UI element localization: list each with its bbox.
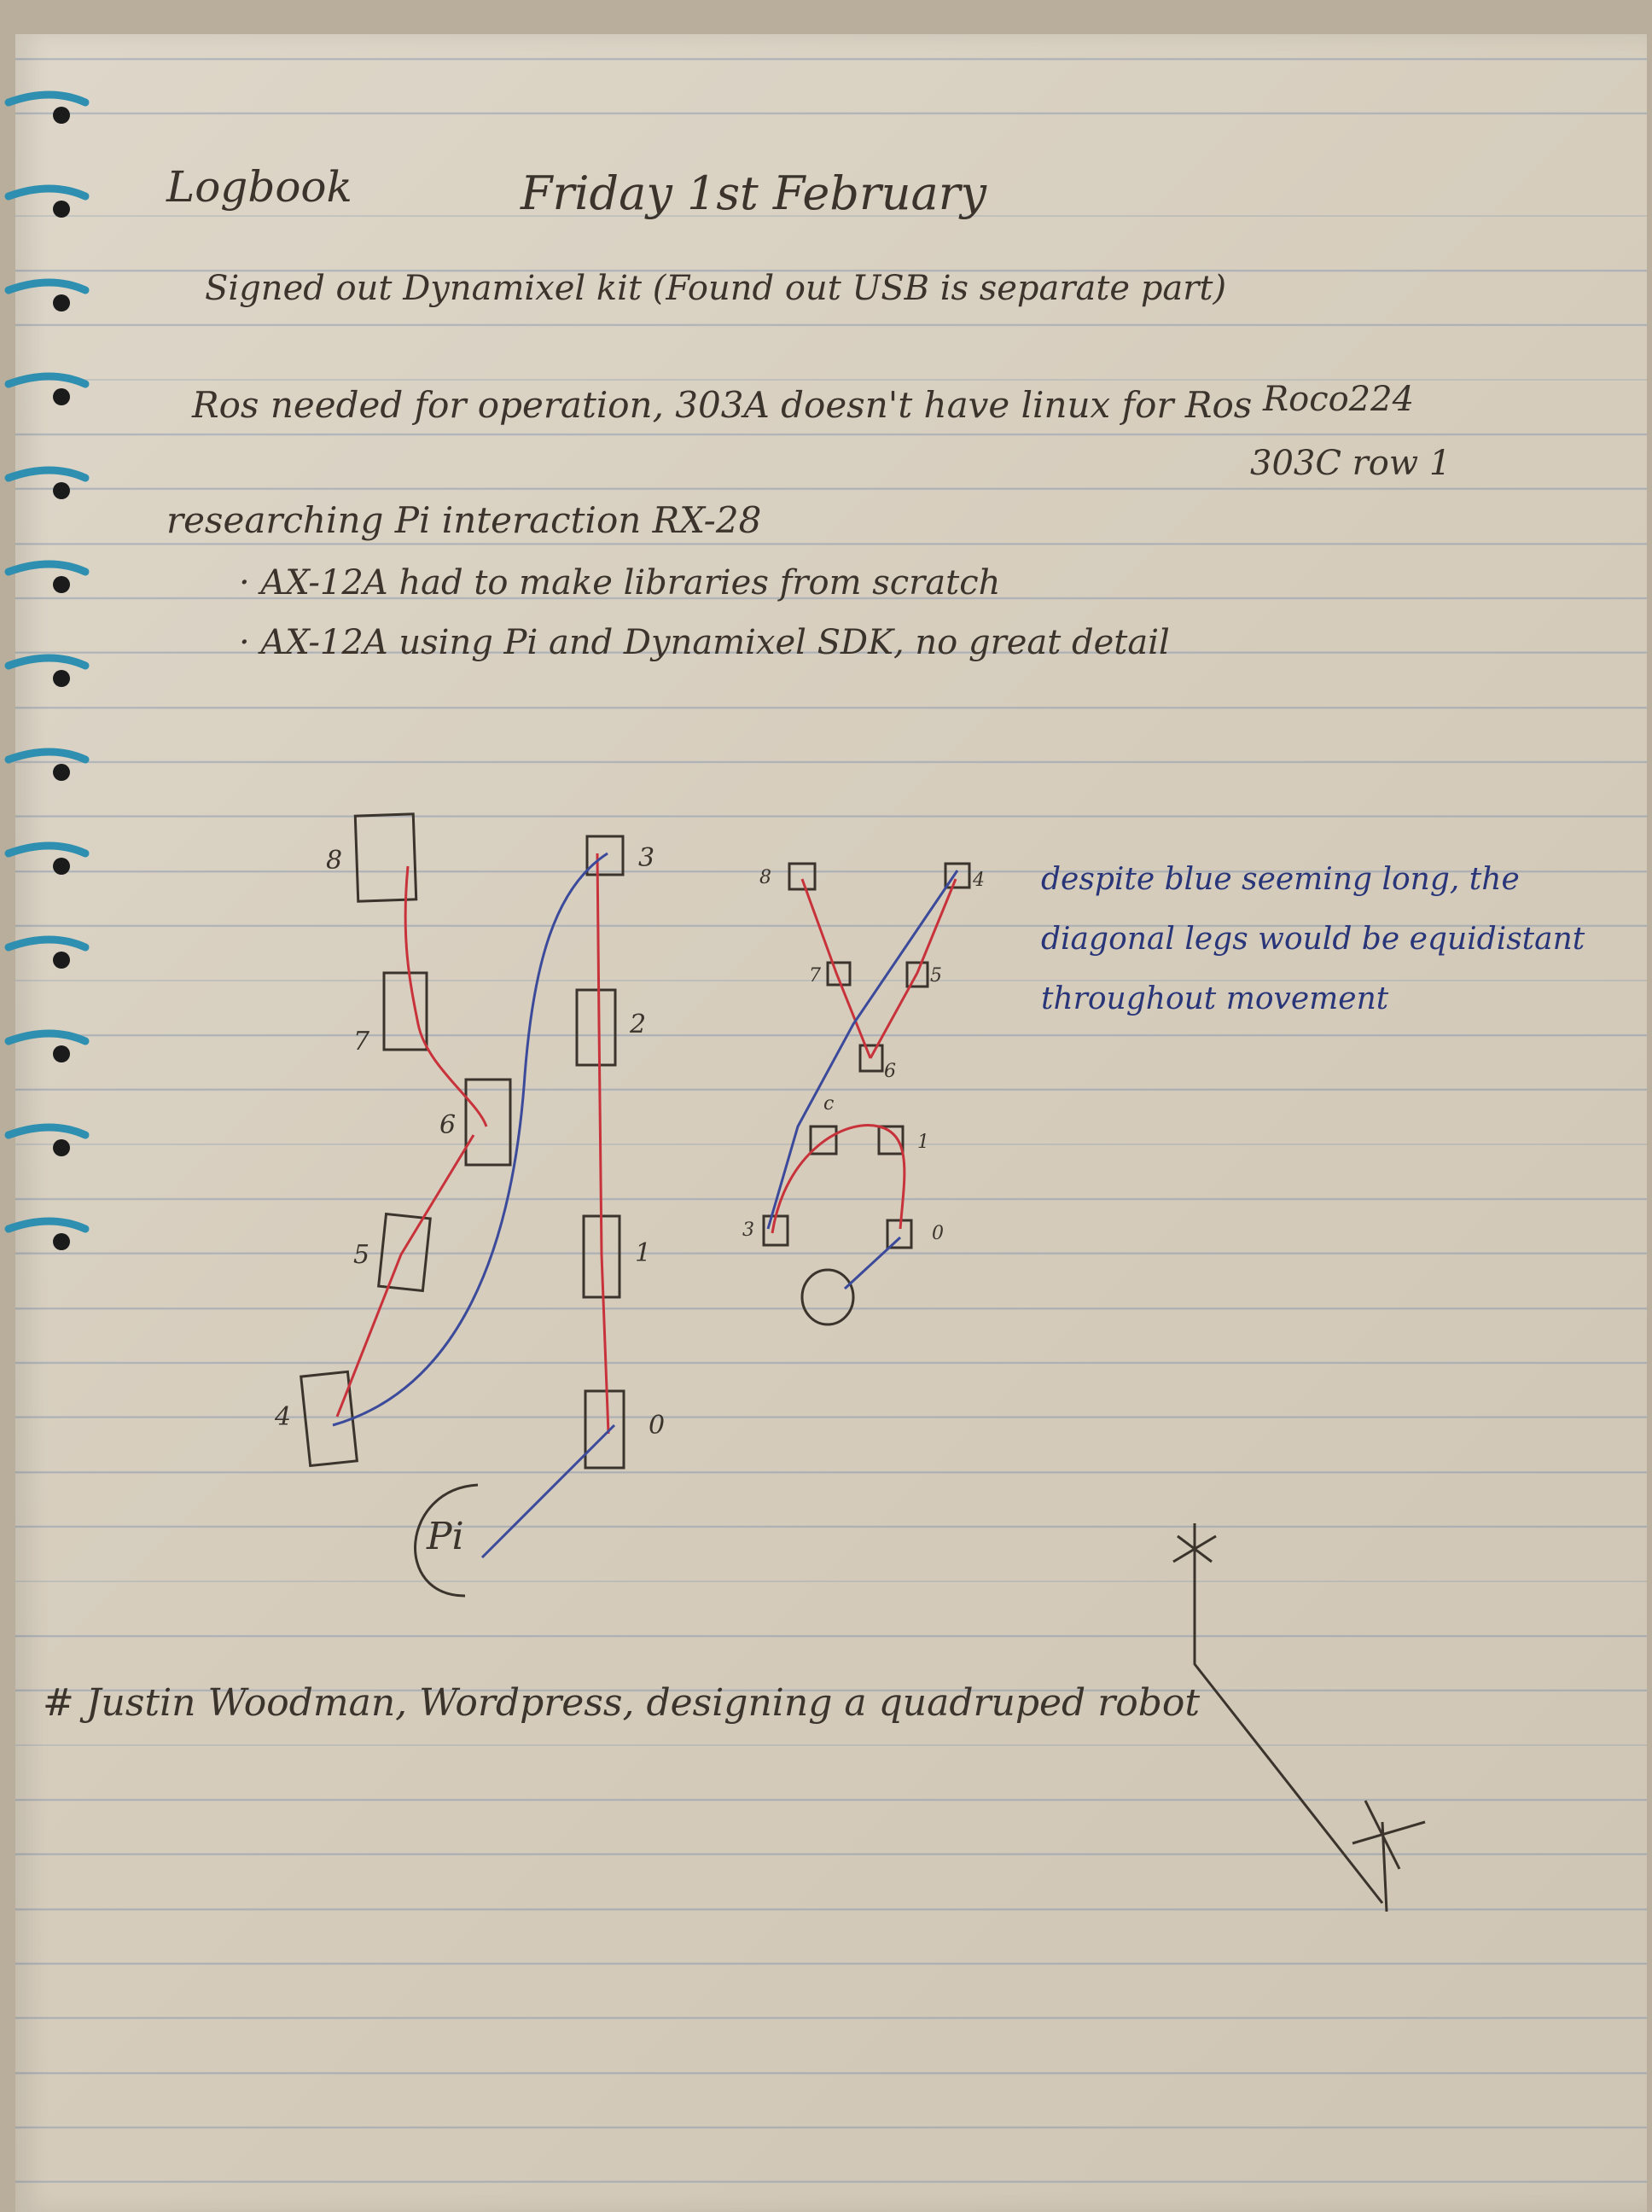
note-line-1: Signed out Dynamixel kit (Found out USB …	[205, 269, 1227, 308]
small-label-4: 4	[972, 870, 985, 891]
small-label-1: 1	[917, 1132, 929, 1153]
footer-note: # Justin Woodman, Wordpress, designing a…	[43, 1681, 1201, 1725]
box-label-3: 3	[638, 843, 654, 873]
note-line-3: researching Pi interaction RX-28	[166, 499, 762, 541]
logbook-heading: Logbook	[166, 162, 352, 212]
box-label-8: 8	[326, 846, 342, 876]
note-line-4: · AX-12A had to make libraries from scra…	[239, 563, 1001, 602]
small-label-3: 3	[742, 1220, 754, 1241]
blue-note-line-2: diagonal legs would be equidistant	[1041, 922, 1585, 957]
small-label-7: 7	[809, 965, 821, 987]
box-label-7: 7	[353, 1027, 370, 1057]
small-label-c: c	[823, 1093, 834, 1115]
date-heading: Friday 1st February	[521, 166, 987, 220]
small-label-6: 6	[884, 1061, 896, 1082]
pi-label: Pi	[426, 1515, 464, 1558]
box-label-2: 2	[629, 1010, 646, 1039]
box-label-1: 1	[635, 1238, 651, 1268]
small-label-0: 0	[932, 1223, 944, 1244]
box-label-5: 5	[353, 1240, 369, 1270]
box-label-6: 6	[439, 1110, 456, 1140]
small-label-8: 8	[759, 867, 771, 888]
box-label-0: 0	[649, 1411, 665, 1441]
blue-note-line-3: throughout movement	[1041, 981, 1389, 1016]
room-note-2: 303C row 1	[1250, 444, 1451, 483]
small-label-5: 5	[930, 965, 942, 987]
box-label-4: 4	[274, 1402, 291, 1432]
notebook-page	[15, 34, 1647, 2212]
spiral-binding	[4, 90, 90, 1250]
note-line-2: Ros needed for operation, 303A doesn't h…	[192, 384, 1253, 426]
room-note-1: Roco224	[1263, 380, 1415, 419]
blue-note-line-1: despite blue seeming long, the	[1041, 862, 1520, 897]
note-line-5: · AX-12A using Pi and Dynamixel SDK, no …	[239, 623, 1170, 662]
